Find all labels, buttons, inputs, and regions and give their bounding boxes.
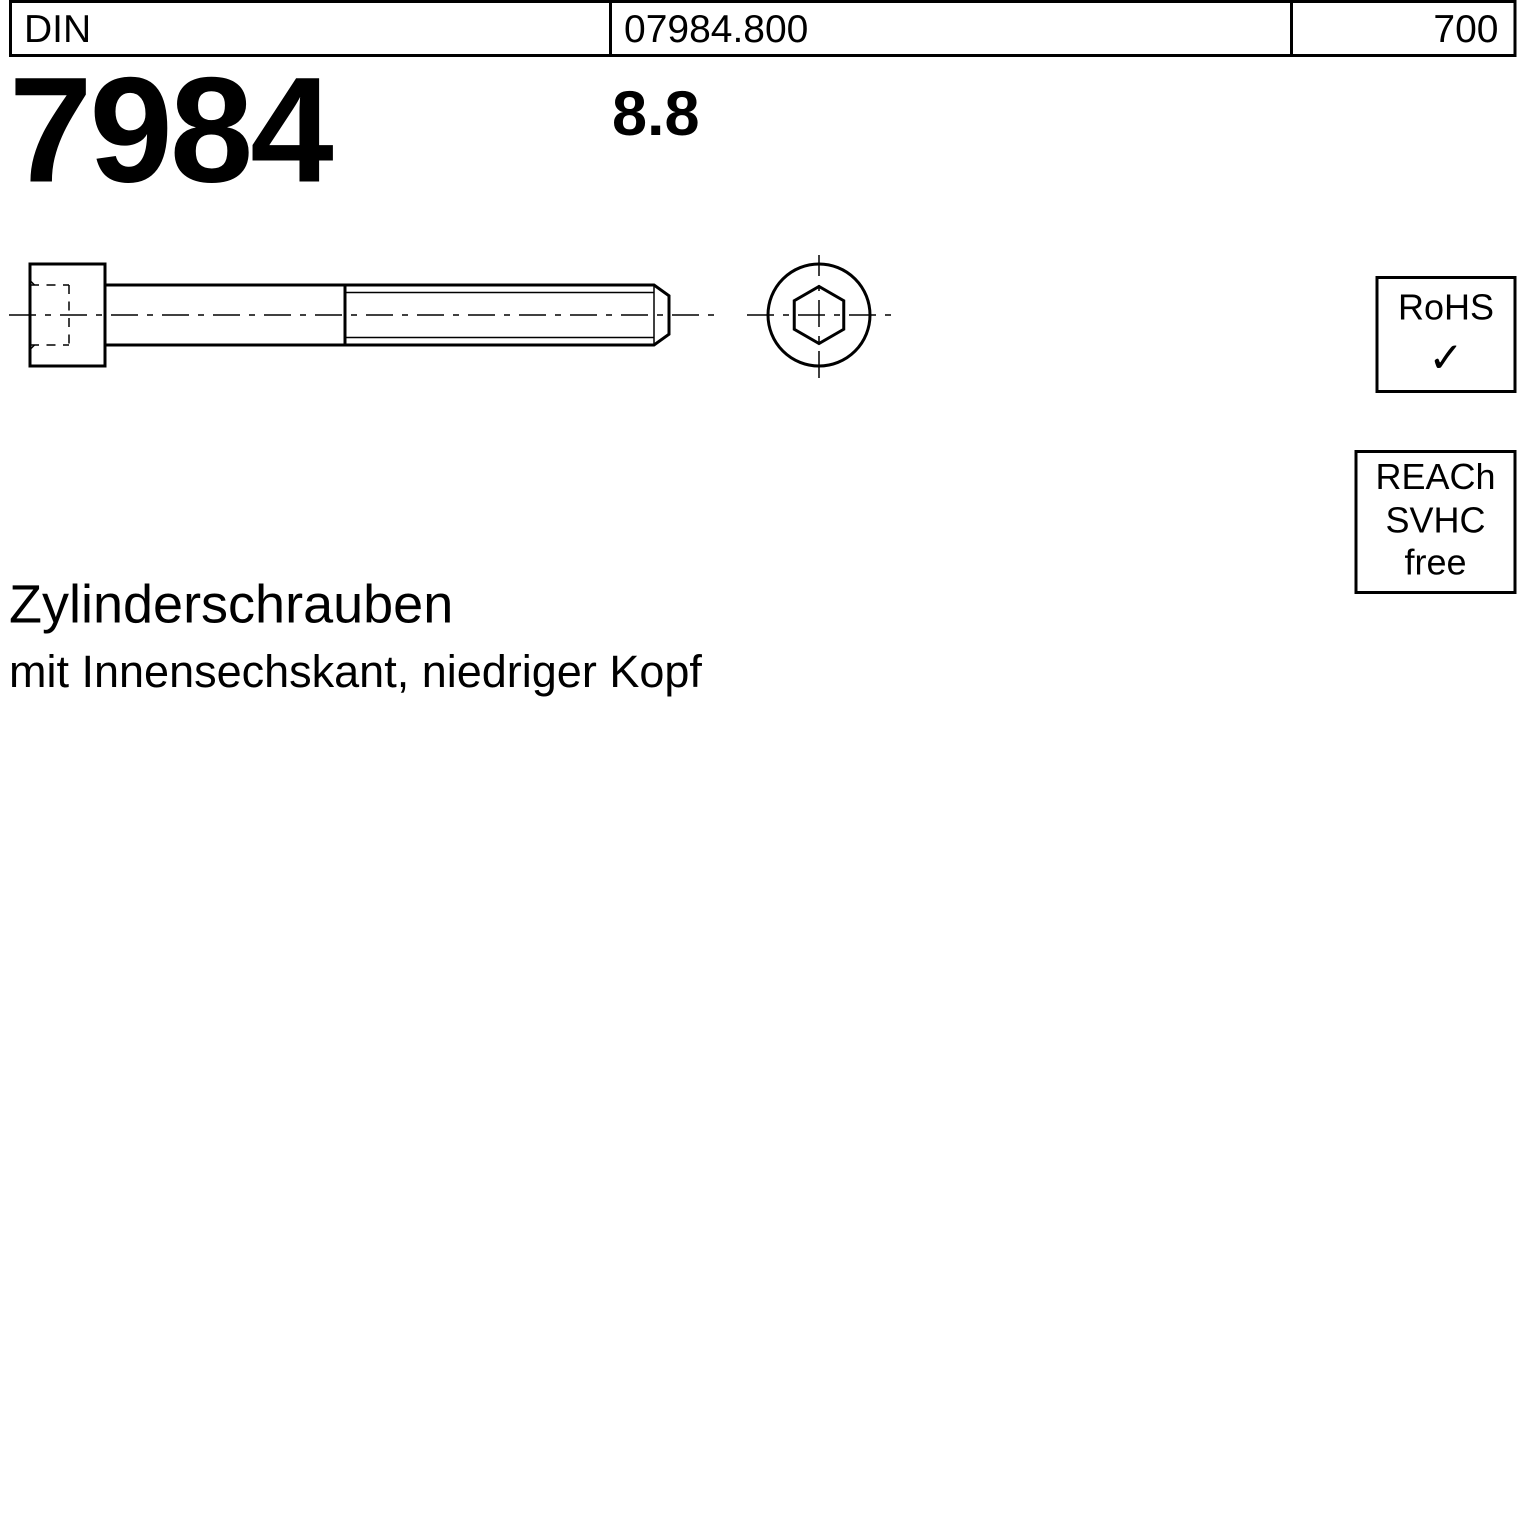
standard-number: 7984 — [9, 45, 331, 218]
rohs-badge: RoHS ✓ — [1376, 276, 1517, 393]
check-icon: ✓ — [1428, 332, 1463, 382]
reach-badge: REACh SVHC free — [1355, 450, 1517, 594]
description-line2: mit Innensechskant, niedriger Kopf — [9, 648, 702, 699]
reach-l3: free — [1404, 544, 1466, 587]
rohs-label: RoHS — [1398, 287, 1494, 329]
header-page: 700 — [1293, 3, 1514, 54]
header-code: 07984.800 — [612, 3, 1293, 54]
screw-drawing — [9, 255, 909, 390]
reach-l1: REACh — [1375, 457, 1495, 500]
strength-grade: 8.8 — [612, 78, 700, 150]
description-line1: Zylinderschrauben — [9, 573, 453, 636]
reach-l2: SVHC — [1385, 500, 1485, 543]
